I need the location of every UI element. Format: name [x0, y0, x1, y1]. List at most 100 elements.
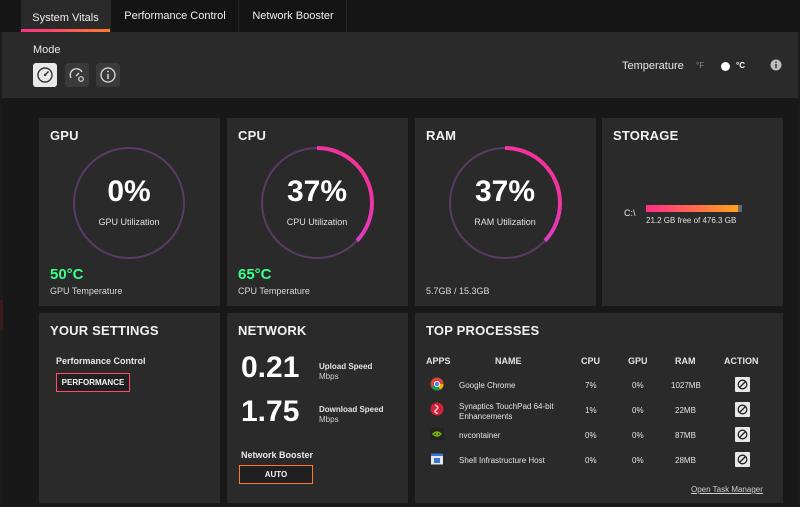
col-cpu: CPU — [581, 356, 601, 366]
temperature-label: Temperature — [622, 60, 684, 72]
drive-usage-fill — [646, 205, 738, 212]
col-gpu: GPU — [628, 356, 648, 366]
settings-card: YOUR SETTINGS Performance Control PERFOR… — [39, 313, 220, 503]
end-task-button[interactable] — [735, 427, 750, 442]
block-icon — [737, 404, 748, 415]
info-icon[interactable] — [770, 59, 782, 71]
tab-performance-control[interactable]: Performance Control — [112, 0, 239, 32]
network-booster-label: Network Booster — [241, 450, 314, 460]
drive-usage-bar — [646, 205, 742, 212]
gpu-temperature-label: GPU Temperature — [50, 286, 123, 296]
process-ram: 28MB — [675, 456, 696, 465]
col-name: NAME — [495, 356, 522, 366]
mode-label: Mode — [33, 44, 61, 56]
storage-card: STORAGE C:\ 21.2 GB free of 476.3 GB — [602, 118, 783, 306]
performance-control-label: Performance Control — [56, 356, 146, 366]
shell-host-icon — [431, 453, 443, 465]
temperature-unit-toggle[interactable] — [721, 62, 730, 71]
gauge-gear-icon — [69, 68, 84, 82]
gpu-utilization-gauge: 0% GPU Utilization — [71, 145, 187, 261]
open-task-manager-link[interactable]: Open Task Manager — [691, 485, 763, 494]
tab-network-booster[interactable]: Network Booster — [240, 0, 347, 32]
process-cpu: 0% — [585, 456, 597, 465]
network-title: NETWORK — [238, 323, 307, 338]
process-name: nvcontainer — [459, 431, 501, 440]
block-icon — [737, 429, 748, 440]
ram-utilization-arc — [448, 146, 562, 260]
unit-fahrenheit[interactable]: °F — [696, 61, 705, 70]
col-ram: RAM — [675, 356, 696, 366]
tab-system-vitals[interactable]: System Vitals — [21, 0, 111, 32]
network-card: NETWORK 0.21 Upload Speed Mbps 1.75 Down… — [227, 313, 408, 503]
cpu-card: CPU 37% CPU Utilization 65°C CPU Tempera… — [227, 118, 408, 306]
upload-speed-label: Upload Speed — [319, 362, 373, 371]
drive-letter: C:\ — [624, 208, 636, 218]
synaptics-icon — [430, 402, 444, 416]
gpu-utilization-label: GPU Utilization — [98, 217, 160, 227]
tab-bar: System Vitals Performance Control Networ… — [0, 0, 800, 32]
cpu-utilization-value: 37% — [286, 175, 348, 208]
cpu-temperature-value: 65°C — [238, 266, 272, 283]
cpu-temperature-label: CPU Temperature — [238, 286, 310, 296]
ram-utilization-value: 37% — [474, 175, 536, 208]
vitals-dashboard: GPU 0% GPU Utilization 50°C GPU Temperat… — [2, 98, 798, 507]
process-ram: 1027MB — [671, 381, 701, 390]
chrome-icon — [430, 377, 444, 391]
end-task-button[interactable] — [735, 377, 750, 392]
end-task-button[interactable] — [735, 452, 750, 467]
block-icon — [737, 379, 748, 390]
info-mode-button[interactable] — [96, 63, 120, 87]
ram-utilization-label: RAM Utilization — [474, 217, 536, 227]
download-speed-unit: Mbps — [319, 415, 339, 424]
block-icon — [737, 454, 748, 465]
ram-usage: 5.7GB / 15.3GB — [426, 286, 490, 296]
process-cpu: 7% — [585, 381, 597, 390]
download-speed-label: Download Speed — [319, 405, 384, 414]
drive-free-text: 21.2 GB free of 476.3 GB — [646, 216, 737, 225]
gpu-title: GPU — [50, 128, 79, 143]
process-gpu: 0% — [632, 456, 644, 465]
mode-bar: Mode Temperature °F °C — [2, 32, 798, 98]
ram-utilization-gauge: 37% RAM Utilization — [447, 145, 563, 261]
process-name-line2: Enhancements — [459, 412, 513, 421]
gauge-ring — [260, 146, 374, 260]
process-gpu: 0% — [632, 381, 644, 390]
speedometer-icon — [37, 67, 53, 83]
gauge-settings-mode-button[interactable] — [65, 63, 89, 87]
speedometer-mode-button[interactable] — [33, 63, 57, 87]
processes-title: TOP PROCESSES — [426, 323, 540, 338]
gpu-card: GPU 0% GPU Utilization 50°C GPU Temperat… — [39, 118, 220, 306]
upload-speed-unit: Mbps — [319, 372, 339, 381]
process-ram: 87MB — [675, 431, 696, 440]
process-gpu: 0% — [632, 406, 644, 415]
side-accent — [0, 300, 3, 330]
cpu-utilization-arc — [260, 146, 374, 260]
top-processes-card: TOP PROCESSES APPS NAME CPU GPU RAM ACTI… — [415, 313, 783, 503]
col-apps: APPS — [426, 356, 451, 366]
cpu-title: CPU — [238, 128, 267, 143]
gpu-temperature-value: 50°C — [50, 266, 84, 283]
gpu-utilization-value: 0% — [107, 175, 151, 208]
process-name: Google Chrome — [459, 381, 516, 390]
process-gpu: 0% — [632, 431, 644, 440]
download-speed-value: 1.75 — [241, 395, 300, 428]
gauge-ring — [73, 147, 185, 259]
performance-mode-button[interactable]: PERFORMANCE — [56, 373, 130, 392]
storage-title: STORAGE — [613, 128, 679, 143]
cpu-utilization-label: CPU Utilization — [286, 217, 348, 227]
end-task-button[interactable] — [735, 402, 750, 417]
network-booster-button[interactable]: AUTO — [239, 465, 313, 484]
upload-speed-value: 0.21 — [241, 351, 300, 384]
process-name: Synaptics TouchPad 64-bit — [459, 402, 554, 411]
process-ram: 22MB — [675, 406, 696, 415]
gauge-ring — [448, 146, 562, 260]
settings-title: YOUR SETTINGS — [50, 323, 159, 338]
col-action: ACTION — [724, 356, 759, 366]
info-icon — [100, 67, 116, 83]
process-cpu: 0% — [585, 431, 597, 440]
process-name: Shell Infrastructure Host — [459, 456, 545, 465]
process-cpu: 1% — [585, 406, 597, 415]
ram-title: RAM — [426, 128, 457, 143]
unit-celsius[interactable]: °C — [736, 61, 745, 70]
cpu-utilization-gauge: 37% CPU Utilization — [259, 145, 375, 261]
